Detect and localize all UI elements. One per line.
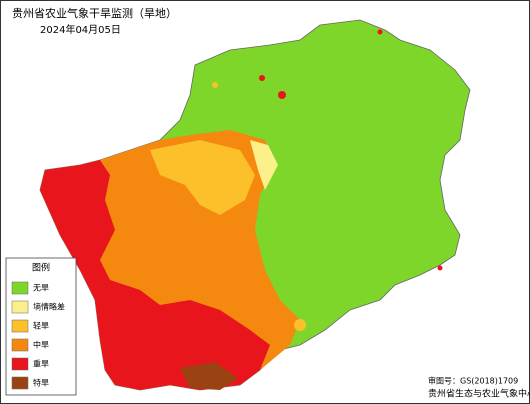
province-map (39, 19, 471, 391)
legend-swatch (11, 281, 29, 295)
legend-label: 重旱 (33, 359, 49, 369)
legend-swatch (11, 357, 29, 371)
legend-label: 中旱 (33, 340, 49, 350)
legend-label: 特旱 (33, 378, 49, 388)
legend-label: 无旱 (33, 284, 49, 293)
legend-label: 墒情略差 (33, 302, 65, 312)
review-number: 审图号：GS(2018)1709 (428, 376, 518, 386)
title: 贵州省农业气象干旱监测（旱地） (12, 6, 177, 20)
organization: 贵州省生态与农业气象中心 (428, 388, 530, 400)
light-area (150, 140, 255, 215)
slight-area (250, 140, 278, 190)
hotspot (437, 265, 443, 271)
legend-swatch (11, 376, 29, 390)
legend-title: 图例 (32, 262, 50, 274)
severe-area (40, 160, 270, 390)
hotspot (294, 319, 306, 331)
legend-swatch (11, 300, 29, 314)
hotspot (278, 91, 286, 99)
extreme-area (180, 362, 238, 390)
legend-swatch (11, 338, 29, 352)
hotspot (377, 29, 383, 35)
date: 2024年04月05日 (40, 23, 121, 36)
legend-label: 轻旱 (33, 321, 49, 331)
hotspot (212, 82, 218, 88)
hotspot (259, 75, 265, 81)
legend-swatch (11, 319, 29, 333)
